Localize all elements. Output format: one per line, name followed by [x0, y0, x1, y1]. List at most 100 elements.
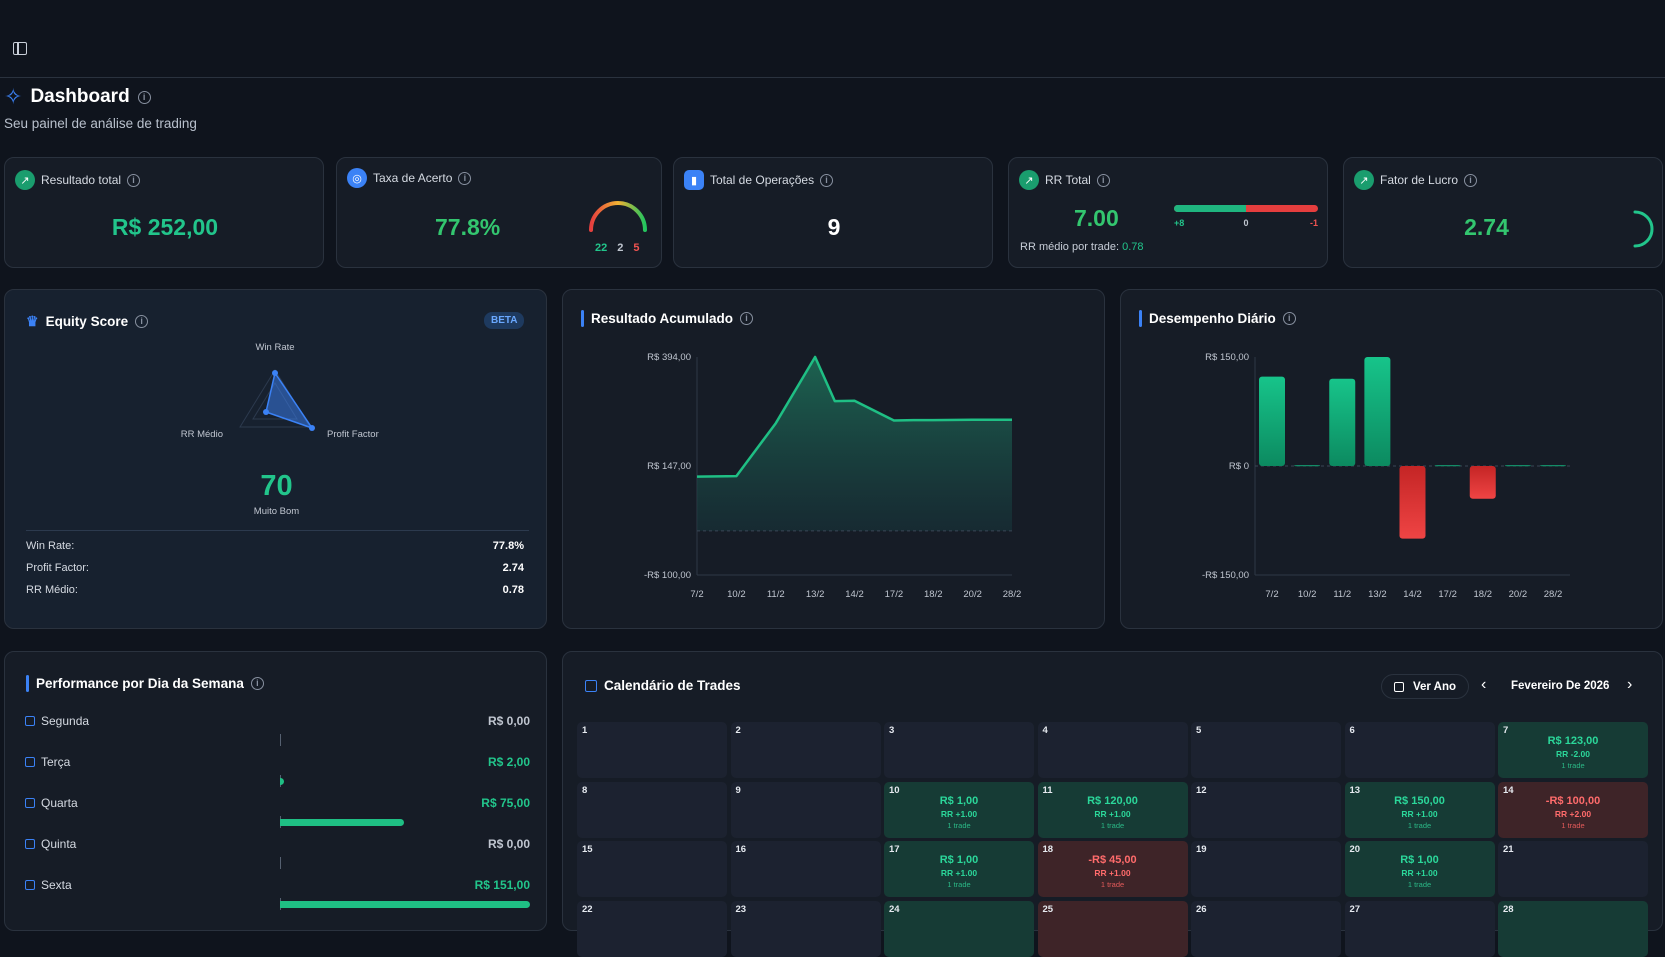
kpi-value: 7.00	[1074, 205, 1119, 231]
weekday-label: Segunda	[41, 714, 90, 728]
calendar-day-rr: RR +1.00	[940, 868, 978, 878]
calendar-day-trades: 1 trade	[1100, 880, 1125, 889]
calendar-day[interactable]: 4	[1037, 722, 1188, 778]
bar[interactable]	[1294, 465, 1321, 467]
trending-up-icon: ↗	[15, 170, 35, 190]
radar-axis-left: RR Médio	[181, 429, 223, 440]
info-icon[interactable]: i	[1096, 173, 1110, 187]
info-icon[interactable]: i	[1282, 312, 1296, 325]
calendar-day-pnl: R$ 1,00	[939, 794, 979, 807]
accent-bar	[26, 675, 29, 692]
calendar-day[interactable]: 10 R$ 1,00 RR +1.00 1 trade	[884, 781, 1034, 838]
kpi-card-taxa: ◎ Taxa de Acerto i 77.8% 22 2 5	[336, 157, 662, 268]
bar[interactable]	[1259, 376, 1285, 466]
info-icon[interactable]: i	[1464, 173, 1478, 187]
calendar-day[interactable]: 7 R$ 123,00 RR -2.00 1 trade	[1498, 722, 1648, 778]
bar[interactable]	[1434, 465, 1461, 467]
page-title: Dashboard	[30, 86, 130, 107]
calendar-day[interactable]: 17 R$ 1,00 RR +1.00 1 trade	[884, 841, 1034, 897]
calendar-day[interactable]: 6	[1344, 722, 1495, 778]
rr-bar-zero: 0	[1243, 218, 1249, 228]
calendar-day-number: 28	[1503, 903, 1514, 915]
bar[interactable]	[1540, 465, 1566, 467]
calendar-day[interactable]: 16	[730, 841, 881, 897]
calendar-day[interactable]: 13 R$ 150,00 RR +1.00 1 trade	[1344, 781, 1495, 838]
calendar-day[interactable]: 1	[577, 722, 727, 778]
calendar-day[interactable]: 18 -R$ 45,00 RR +1.00 1 trade	[1037, 841, 1188, 897]
profit-factor-ring	[1633, 210, 1654, 248]
weekday-label: Terça	[41, 755, 71, 769]
calendar-day[interactable]: 5	[1191, 722, 1341, 778]
view-year-button[interactable]: Ver Ano	[1381, 674, 1470, 699]
beta-badge: BETA	[484, 312, 525, 329]
calendar-day[interactable]: 9	[730, 781, 881, 838]
weekday-value: R$ 75,00	[481, 796, 530, 810]
calendar-icon	[1394, 681, 1404, 692]
calendar-icon	[25, 839, 35, 849]
equity-metric-value: 0.78	[502, 584, 524, 596]
bar[interactable]	[1399, 466, 1426, 539]
calendar-day[interactable]: 11 R$ 120,00 RR +1.00 1 trade	[1037, 781, 1188, 838]
divider	[26, 530, 529, 531]
calendar-day-number: 24	[889, 903, 900, 915]
rr-bar-pos: +8	[1174, 218, 1185, 228]
x-tick-label: 13/2	[806, 589, 825, 600]
bar-chart-icon: ▮	[684, 170, 704, 190]
calendar-day[interactable]: 2	[730, 722, 881, 778]
kpi-card-resultado: ↗ Resultado total i R$ 252,00	[4, 157, 324, 268]
series-area	[697, 357, 1012, 531]
kpi-value: R$ 252,00	[111, 214, 219, 240]
info-icon[interactable]: i	[458, 171, 472, 185]
x-tick-label: 18/2	[1474, 589, 1493, 600]
weekday-label: Sexta	[41, 878, 72, 892]
rr-balance-bar	[1174, 205, 1318, 212]
calendar-day-trades: 1 trade	[1407, 880, 1432, 889]
bar[interactable]	[1329, 378, 1356, 466]
view-year-label: Ver Ano	[1413, 680, 1457, 693]
page-subtitle: Seu painel de análise de trading	[4, 116, 197, 131]
info-icon[interactable]: i	[820, 173, 834, 187]
bar[interactable]	[1504, 465, 1531, 467]
calendar-day[interactable]: 14 -R$ 100,00 RR +2.00 1 trade	[1498, 781, 1648, 838]
calendar-day[interactable]: 20 R$ 1,00 RR +1.00 1 trade	[1344, 841, 1495, 897]
info-icon[interactable]: i	[127, 173, 141, 187]
info-icon[interactable]: i	[740, 312, 754, 325]
series-line	[696, 355, 1012, 478]
bar[interactable]	[1469, 466, 1496, 499]
info-icon[interactable]: i	[250, 677, 264, 690]
kpi-value: 77.8%	[435, 214, 501, 240]
calendar-day-number: 16	[735, 844, 747, 855]
calendar-day[interactable]: 3	[884, 722, 1034, 778]
radar-axis-top: Win Rate	[255, 342, 294, 353]
calendar-day-trades: 1 trade	[1561, 820, 1585, 830]
equity-score-card: ♛ Equity Score i BETA Win Rate Profit Fa…	[4, 289, 547, 629]
kpi-label: RR Total	[1045, 173, 1091, 187]
x-tick-label: 17/2	[1438, 589, 1457, 600]
calendar-day-pnl: -R$ 100,00	[1545, 794, 1601, 807]
calendar-day-number: 22	[582, 903, 593, 915]
radar-axis-right: Profit Factor	[327, 429, 379, 440]
calendar-day[interactable]: 21	[1498, 841, 1648, 897]
equity-metric-value: 77.8%	[492, 540, 524, 552]
kpi-card-fator: ↗ Fator de Lucro i 2.74	[1343, 157, 1663, 268]
chevron-right-icon[interactable]: ›	[1627, 676, 1633, 693]
sidebar-toggle-icon[interactable]	[13, 42, 27, 55]
info-icon[interactable]: i	[137, 90, 151, 104]
calendar-day-number: 4	[1042, 725, 1048, 736]
bar[interactable]	[1364, 357, 1391, 466]
calendar-day-rr: RR +1.00	[1401, 868, 1438, 878]
equity-score-value: 70	[260, 470, 293, 502]
chevron-left-icon[interactable]: ‹	[1481, 676, 1487, 693]
calendar-day-number: 2	[735, 725, 741, 736]
trending-up-icon: ↗	[1019, 170, 1039, 190]
info-icon[interactable]: i	[135, 315, 149, 328]
calendar-day[interactable]: 19	[1191, 841, 1341, 897]
calendar-day[interactable]: 12	[1191, 781, 1341, 838]
calendar-icon	[25, 757, 35, 767]
equity-metric-label: Profit Factor:	[26, 562, 89, 574]
calendar-day[interactable]: 15	[577, 841, 727, 897]
equity-rating: Muito Bom	[253, 506, 300, 517]
calendar-day-number: 1	[582, 725, 588, 736]
gauge-losses: 5	[633, 242, 640, 254]
calendar-day[interactable]: 8	[577, 781, 727, 838]
